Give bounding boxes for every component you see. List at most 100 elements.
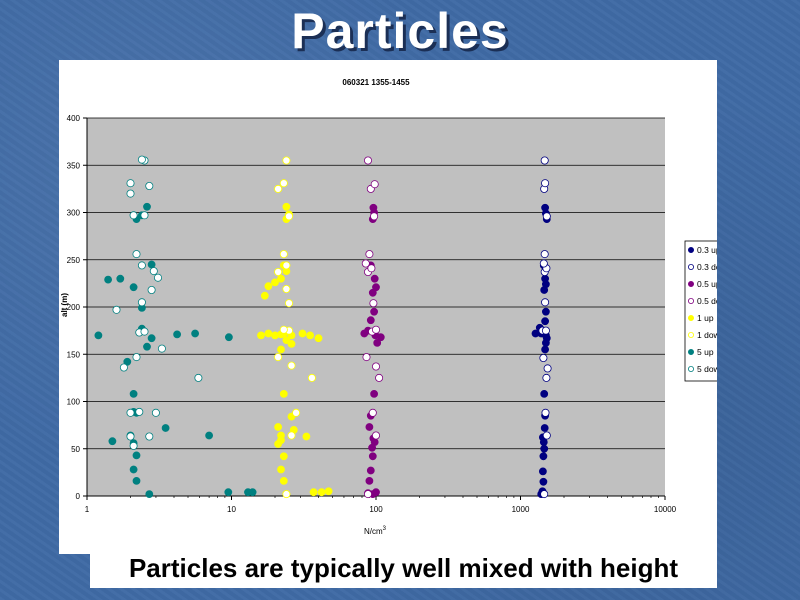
data-point <box>191 329 199 338</box>
data-point <box>542 431 551 440</box>
data-point <box>369 203 378 212</box>
data-point <box>317 488 326 497</box>
data-point <box>362 353 371 362</box>
data-point <box>373 338 382 347</box>
series-0-5-down <box>361 156 384 499</box>
data-point <box>541 203 549 212</box>
data-point <box>147 260 156 269</box>
data-point <box>370 180 379 189</box>
y-tick-label: 200 <box>67 303 81 312</box>
data-point <box>145 490 154 498</box>
data-point <box>363 490 372 499</box>
y-tick-label: 300 <box>67 209 81 218</box>
y-axis-label: alt (m) <box>60 293 69 317</box>
data-point <box>135 407 144 416</box>
legend-marker <box>688 365 695 372</box>
legend-label: 0.3 up <box>697 245 717 255</box>
data-point <box>361 259 370 268</box>
data-point <box>282 261 291 270</box>
data-point <box>370 307 378 316</box>
data-point <box>287 361 296 370</box>
data-point <box>132 250 141 259</box>
data-point <box>94 331 103 340</box>
data-point <box>282 490 291 499</box>
data-point <box>145 182 154 191</box>
data-point <box>116 274 125 283</box>
data-point <box>538 467 547 476</box>
data-point <box>279 250 288 259</box>
y-tick-label: 400 <box>67 114 81 123</box>
data-point <box>279 476 288 485</box>
data-point <box>539 353 548 362</box>
data-point <box>542 212 551 221</box>
data-point <box>287 339 296 348</box>
x-axis-label-sup: 3 <box>383 526 387 532</box>
legend-marker <box>688 263 695 270</box>
data-point <box>277 431 285 440</box>
data-point <box>264 329 273 338</box>
data-point <box>541 274 549 283</box>
legend-label: 1 down <box>697 330 717 340</box>
legend-label: 5 up <box>697 347 714 357</box>
data-point <box>143 342 151 351</box>
x-tick-label: 10000 <box>654 505 677 514</box>
caption-text: Particles are typically well mixed with … <box>128 553 679 583</box>
y-tick-label: 50 <box>71 445 80 454</box>
data-point <box>149 267 158 276</box>
data-point <box>540 444 549 453</box>
data-point <box>151 408 160 417</box>
data-point <box>279 389 288 398</box>
data-point <box>369 299 378 308</box>
data-point <box>147 285 156 294</box>
data-point <box>271 278 279 287</box>
data-point <box>540 156 549 165</box>
data-point <box>363 156 372 165</box>
data-point <box>298 329 307 338</box>
data-point <box>264 282 273 291</box>
data-point <box>137 261 146 270</box>
data-point <box>137 298 146 307</box>
data-point <box>140 211 149 220</box>
data-point <box>119 363 128 372</box>
data-point <box>370 212 379 221</box>
data-point <box>371 362 380 371</box>
data-point <box>274 423 282 431</box>
data-point <box>129 465 138 474</box>
data-point <box>541 326 550 335</box>
data-point <box>145 432 154 441</box>
data-point <box>541 345 549 354</box>
series-5-down <box>112 155 203 450</box>
data-point <box>112 305 121 314</box>
x-axis-label: N/cm3 <box>364 526 387 536</box>
data-point <box>104 275 112 284</box>
legend-marker <box>688 297 695 304</box>
data-point <box>368 408 377 417</box>
data-point <box>126 408 135 417</box>
data-point <box>277 274 285 283</box>
data-point <box>154 273 163 282</box>
data-point <box>282 156 291 165</box>
x-axis-label-main: N/cm <box>364 527 383 536</box>
data-point <box>541 317 549 326</box>
caption-box: Particles are typically well mixed with … <box>90 550 717 588</box>
data-point <box>260 291 269 300</box>
data-point <box>274 184 283 193</box>
legend-marker <box>688 280 695 287</box>
x-tick-label: 100 <box>369 505 383 514</box>
data-point <box>126 189 135 198</box>
data-point <box>372 488 380 497</box>
x-tick-label: 1000 <box>512 505 530 514</box>
data-point <box>205 431 213 440</box>
data-point <box>274 353 283 362</box>
data-point <box>126 179 135 188</box>
x-tick-label: 1 <box>85 505 90 514</box>
data-point <box>541 298 550 307</box>
data-point <box>292 408 301 417</box>
data-point <box>129 283 138 292</box>
data-point <box>371 431 380 440</box>
data-point <box>129 389 138 398</box>
chart-panel: 0 50 100 150 200 250 300 350 400 1 10 100 1000 10000 … <box>59 60 717 554</box>
y-tick-label: 0 <box>76 492 81 501</box>
data-point <box>540 389 549 398</box>
data-point <box>541 179 550 188</box>
